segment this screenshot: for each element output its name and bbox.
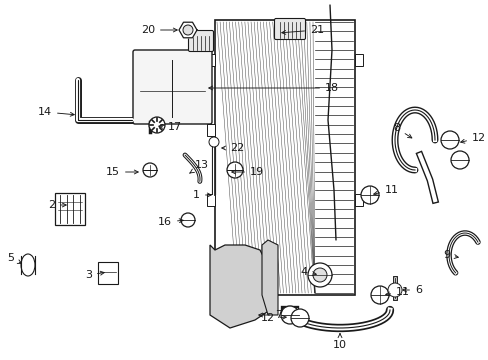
Bar [206,54,215,66]
Circle shape [360,186,378,204]
Circle shape [181,213,195,227]
FancyBboxPatch shape [55,193,85,225]
Text: 4: 4 [300,267,316,277]
Text: 18: 18 [208,83,339,93]
Bar [354,194,362,206]
Polygon shape [179,22,197,38]
Text: 12: 12 [260,313,285,323]
Text: 11: 11 [385,287,409,297]
FancyBboxPatch shape [133,50,212,124]
Circle shape [440,131,458,149]
FancyBboxPatch shape [274,18,305,40]
Text: 13: 13 [189,160,208,173]
Text: 19: 19 [231,167,264,177]
Circle shape [307,263,331,287]
Text: 16: 16 [158,217,183,227]
Circle shape [281,306,298,324]
Text: 11: 11 [373,185,398,195]
Text: 8: 8 [392,123,411,138]
Text: 2: 2 [48,200,66,210]
FancyBboxPatch shape [188,31,213,51]
Bar [215,20,354,295]
Text: 12: 12 [460,133,485,143]
Text: 20: 20 [141,25,177,35]
Text: 21: 21 [281,25,324,35]
Text: 14: 14 [38,107,74,117]
Circle shape [208,137,219,147]
Text: 1: 1 [193,190,211,200]
Text: 22: 22 [222,143,244,153]
Bar [98,262,118,284]
Circle shape [370,286,388,304]
Circle shape [226,162,243,178]
Ellipse shape [21,254,35,276]
Polygon shape [209,245,269,328]
Circle shape [290,309,308,327]
Circle shape [387,283,401,297]
Text: 7: 7 [258,310,282,320]
Text: 17: 17 [159,122,182,132]
Text: 6: 6 [402,285,421,295]
Text: 9: 9 [442,250,457,260]
Circle shape [149,117,164,133]
Circle shape [312,268,326,282]
Text: 10: 10 [332,334,346,350]
Text: 3: 3 [85,270,104,280]
Circle shape [142,163,157,177]
Circle shape [183,25,193,35]
Bar [206,124,215,136]
Polygon shape [262,240,278,315]
Circle shape [450,151,468,169]
Bar [354,54,362,66]
Text: 5: 5 [7,253,21,264]
Bar [206,194,215,206]
Text: 15: 15 [106,167,138,177]
